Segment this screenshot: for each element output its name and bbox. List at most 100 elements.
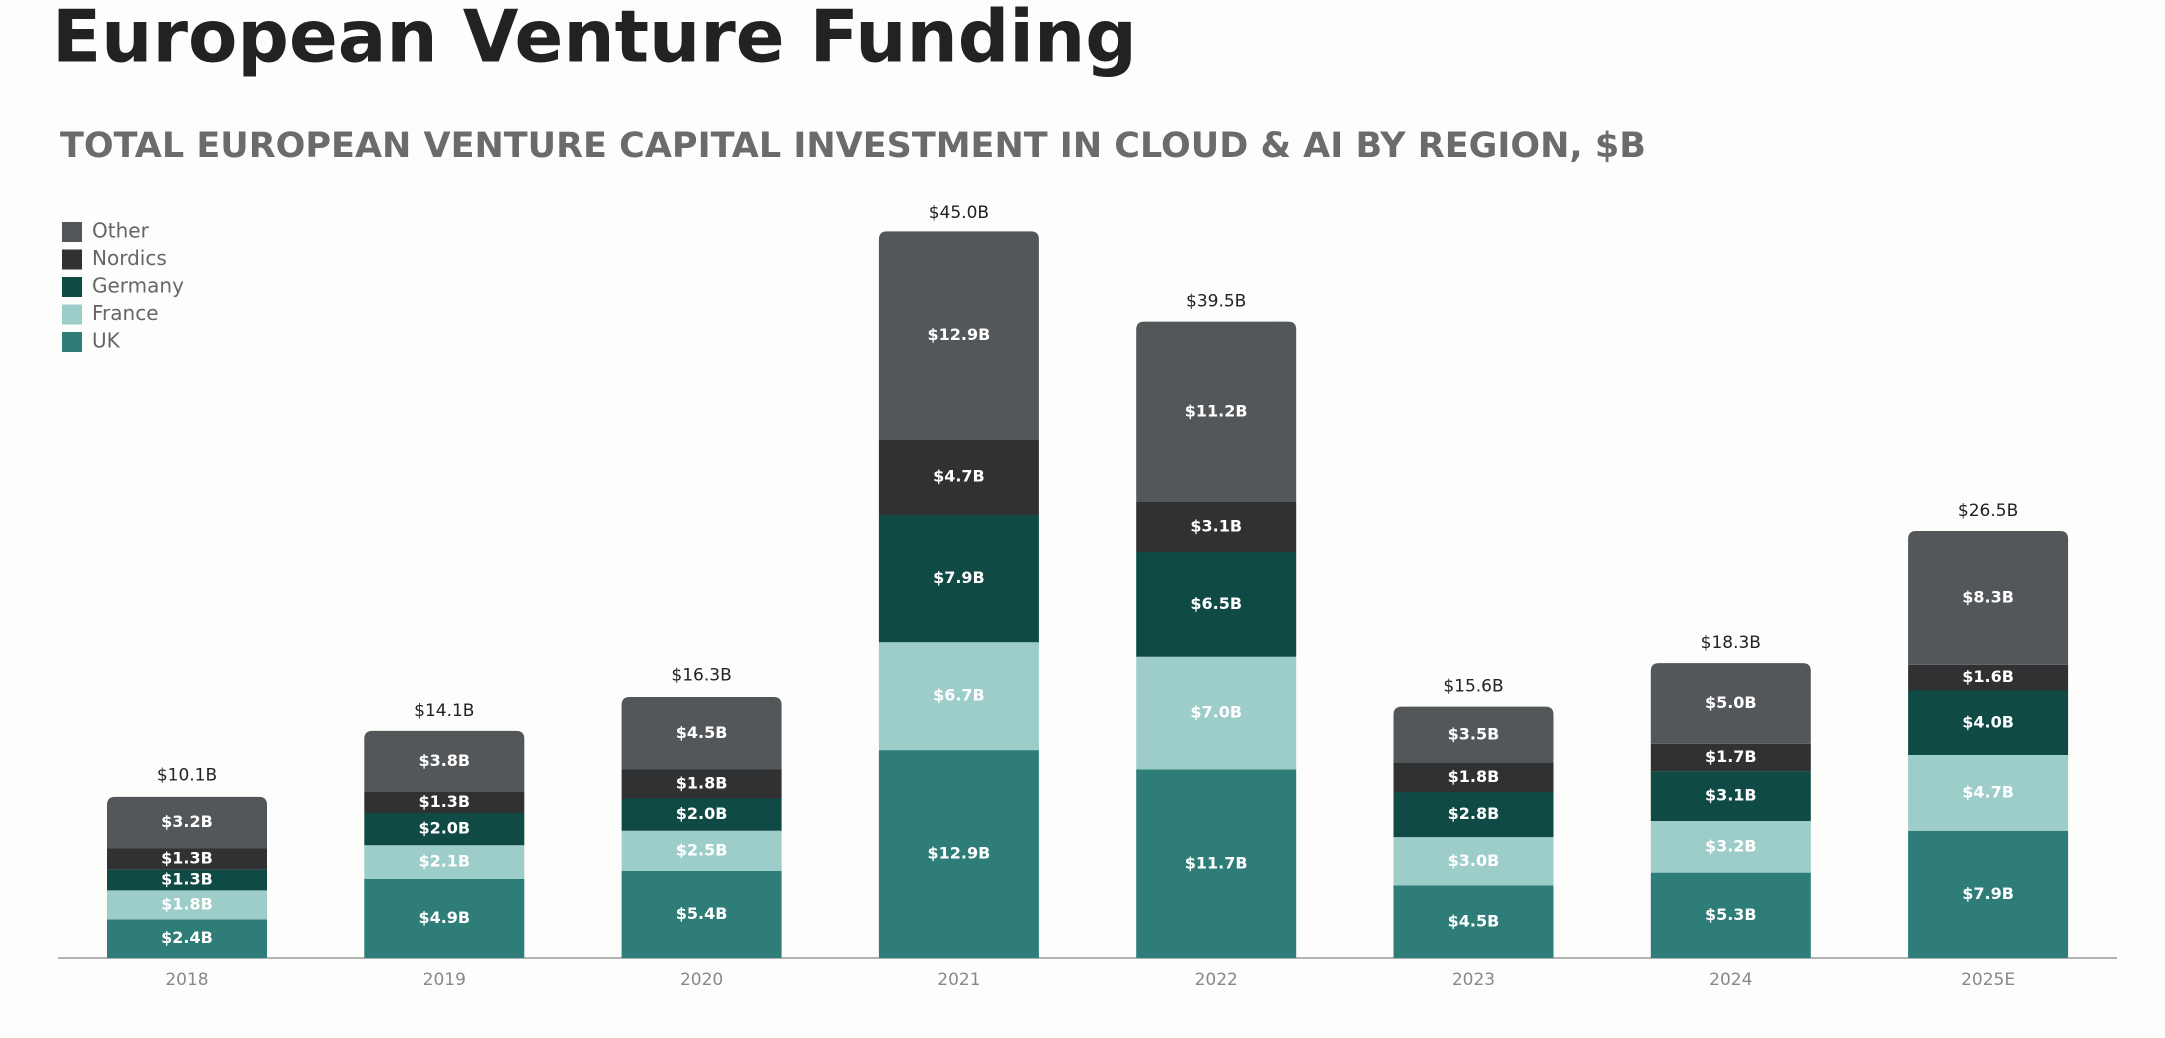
bar-segment	[107, 848, 267, 870]
x-tick-label: 2024	[1709, 970, 1752, 990]
bar-segment	[878, 231, 1039, 440]
total-label: $39.5B	[1186, 292, 1246, 312]
bar-segment	[1908, 531, 2069, 665]
segment-label: $4.9B	[418, 908, 470, 927]
bar-segment	[364, 813, 525, 846]
segment-label: $1.8B	[161, 894, 213, 913]
segment-label: $1.7B	[1705, 747, 1757, 766]
bar-segment	[878, 514, 1039, 643]
bar-segment	[1393, 885, 1554, 958]
total-label: $45.0B	[929, 203, 989, 223]
segment-label: $8.3B	[1962, 587, 2014, 606]
bar-segment	[1393, 763, 1554, 793]
segment-label: $4.7B	[933, 467, 985, 486]
segment-label: $11.2B	[1185, 401, 1248, 420]
chart-title: European Venture Funding	[52, 0, 1137, 79]
segment-label: $3.8B	[418, 751, 470, 770]
total-label: $16.3B	[671, 665, 731, 685]
bar-segment	[878, 642, 1039, 751]
segment-label: $6.7B	[933, 686, 985, 705]
bar-segment	[1393, 706, 1554, 764]
legend-label: Nordics	[92, 246, 167, 270]
segment-label: $7.0B	[1190, 703, 1242, 722]
segment-label: $1.6B	[1962, 667, 2014, 686]
segment-label: $3.1B	[1190, 517, 1242, 536]
segment-label: $3.5B	[1448, 724, 1500, 743]
total-label: $10.1B	[157, 765, 217, 785]
x-tick-label: 2019	[423, 970, 466, 990]
segment-label: $3.2B	[1705, 836, 1757, 855]
total-label: $18.3B	[1701, 633, 1761, 653]
segment-label: $2.5B	[676, 840, 728, 859]
segment-label: $1.8B	[1448, 767, 1500, 786]
segment-label: $7.9B	[1962, 884, 2014, 903]
bar-segment	[364, 879, 525, 958]
bar-segment	[364, 792, 525, 813]
segment-label: $4.7B	[1962, 782, 2014, 801]
segment-label: $11.7B	[1185, 853, 1248, 872]
segment-label: $2.8B	[1448, 804, 1500, 823]
bar-segment	[621, 798, 782, 831]
bar-segment	[878, 750, 1039, 958]
bar-segment	[1908, 830, 2069, 958]
total-label: $26.5B	[1958, 501, 2018, 521]
x-tick-label: 2022	[1195, 970, 1238, 990]
legend-label: Germany	[92, 274, 184, 298]
legend-swatch	[62, 332, 82, 352]
bar-segment	[1136, 552, 1297, 657]
segment-label: $2.4B	[161, 928, 213, 947]
segment-label: $4.5B	[1448, 911, 1500, 930]
segment-label: $4.0B	[1962, 712, 2014, 731]
bar-segment	[1136, 321, 1297, 503]
segment-label: $12.9B	[927, 844, 990, 863]
bar-segment	[107, 869, 267, 891]
x-tick-label: 2018	[165, 970, 208, 990]
bar-segment	[1393, 792, 1554, 838]
segment-label: $4.5B	[676, 723, 728, 742]
legend-swatch	[62, 222, 82, 242]
segment-label: $2.0B	[418, 819, 470, 838]
bar-segment	[878, 439, 1039, 515]
bar-segment	[1650, 743, 1811, 772]
legend-swatch	[62, 277, 82, 297]
segment-label: $6.5B	[1190, 594, 1242, 613]
chart-subtitle: TOTAL EUROPEAN VENTURE CAPITAL INVESTMEN…	[60, 126, 1646, 166]
segment-label: $5.3B	[1705, 905, 1757, 924]
segment-label: $5.4B	[676, 904, 728, 923]
bar-segment	[1650, 872, 1811, 958]
segment-label: $7.9B	[933, 568, 985, 587]
bar-segment	[1136, 769, 1297, 958]
segment-label: $2.0B	[676, 804, 728, 823]
bar-segment	[107, 919, 267, 958]
segment-label: $1.3B	[161, 869, 213, 888]
segment-label: $1.3B	[418, 792, 470, 811]
segment-label: $12.9B	[927, 325, 990, 344]
segment-label: $1.3B	[161, 848, 213, 867]
bar-segment	[1908, 664, 2069, 691]
segment-label: $3.1B	[1705, 786, 1757, 805]
bar-segment	[107, 890, 267, 920]
bar-segment	[621, 830, 782, 871]
bar-segment	[1908, 755, 2069, 831]
x-tick-label: 2023	[1452, 970, 1495, 990]
bar-segment	[621, 697, 782, 770]
segment-label: $1.8B	[676, 774, 728, 793]
segment-label: $2.1B	[418, 852, 470, 871]
bar-segment	[1136, 502, 1297, 552]
segment-label: $3.2B	[161, 812, 213, 831]
bar-segment	[107, 796, 267, 849]
legend-label: France	[92, 301, 159, 325]
bar-segment	[1393, 837, 1554, 886]
legend-swatch	[62, 249, 82, 270]
x-tick-label: 2020	[680, 970, 723, 990]
bar-segment	[364, 845, 525, 880]
legend-label: Other	[92, 219, 150, 243]
bar-segment	[1650, 771, 1811, 822]
bar-segment	[621, 769, 782, 799]
bar-segment	[621, 871, 782, 958]
total-label: $15.6B	[1443, 677, 1503, 697]
segment-label: $3.0B	[1448, 851, 1500, 870]
x-tick-label: 2021	[937, 970, 980, 990]
legend-swatch	[62, 304, 82, 325]
